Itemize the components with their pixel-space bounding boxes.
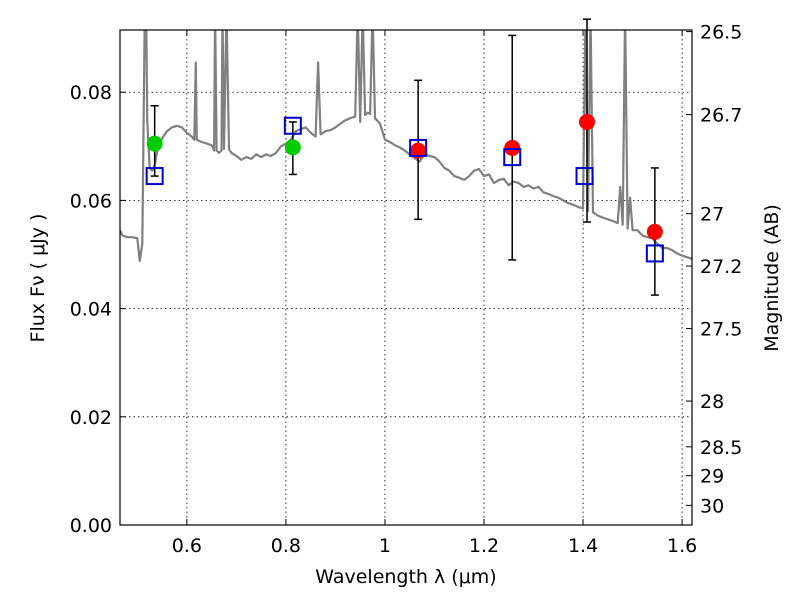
magnitude-tick-label: 27 bbox=[700, 204, 724, 226]
model-point-square bbox=[283, 116, 302, 135]
plot-background bbox=[120, 30, 692, 525]
y-tick-label: 0.04 bbox=[70, 299, 112, 321]
plot-frame bbox=[119, 29, 693, 526]
magnitude-axis-ticks: 26.5 26.7 27 27.2 27.5 28 28.5 29 30 bbox=[686, 22, 742, 517]
x-tick-label: 0.6 bbox=[172, 535, 202, 557]
x-axis-ticks: 0.6 0.8 1 1.2 1.4 1.6 bbox=[172, 30, 697, 557]
magnitude-tick-label: 30 bbox=[700, 495, 724, 517]
x-tick-label: 1 bbox=[379, 535, 391, 557]
magnitude-tick-label: 28 bbox=[700, 391, 724, 413]
x-tick-label: 1.6 bbox=[667, 535, 697, 557]
y-tick-label: 0.00 bbox=[70, 515, 112, 537]
y-tick-label: 0.08 bbox=[70, 82, 112, 104]
y-axis-ticks: 0.00 0.02 0.04 0.06 0.08 bbox=[70, 82, 126, 537]
magnitude-tick-label: 26.5 bbox=[700, 22, 742, 44]
data-point-circle bbox=[579, 113, 596, 130]
data-point-circle bbox=[410, 142, 427, 159]
magnitude-tick-label: 26.7 bbox=[700, 105, 742, 127]
magnitude-axis-title: Magnitude (AB) bbox=[761, 204, 783, 352]
x-tick-label: 1.4 bbox=[568, 535, 598, 557]
model-point-square bbox=[409, 138, 428, 157]
model-point-square bbox=[575, 167, 594, 186]
magnitude-tick-label: 27.2 bbox=[700, 256, 742, 278]
magnitude-tick-label: 29 bbox=[700, 466, 724, 488]
y-tick-label: 0.06 bbox=[70, 190, 112, 212]
x-tick-label: 1.2 bbox=[469, 535, 499, 557]
y-tick-label: 0.02 bbox=[70, 407, 112, 429]
x-tick-label: 0.8 bbox=[271, 535, 301, 557]
data-point-circle bbox=[146, 135, 163, 152]
model-point-square bbox=[503, 148, 522, 167]
data-markers bbox=[145, 113, 664, 263]
model-point-square bbox=[645, 244, 664, 263]
x-axis-title: Wavelength λ (μm) bbox=[315, 566, 496, 588]
magnitude-tick-label: 27.5 bbox=[700, 319, 742, 341]
magnitude-tick-label: 28.5 bbox=[700, 437, 742, 459]
data-point-circle bbox=[284, 139, 301, 156]
data-point-circle bbox=[646, 223, 663, 240]
model-point-square bbox=[145, 167, 164, 186]
data-point-circle bbox=[504, 139, 521, 156]
y-axis-title: Flux Fν ( μJy ) bbox=[27, 214, 49, 343]
